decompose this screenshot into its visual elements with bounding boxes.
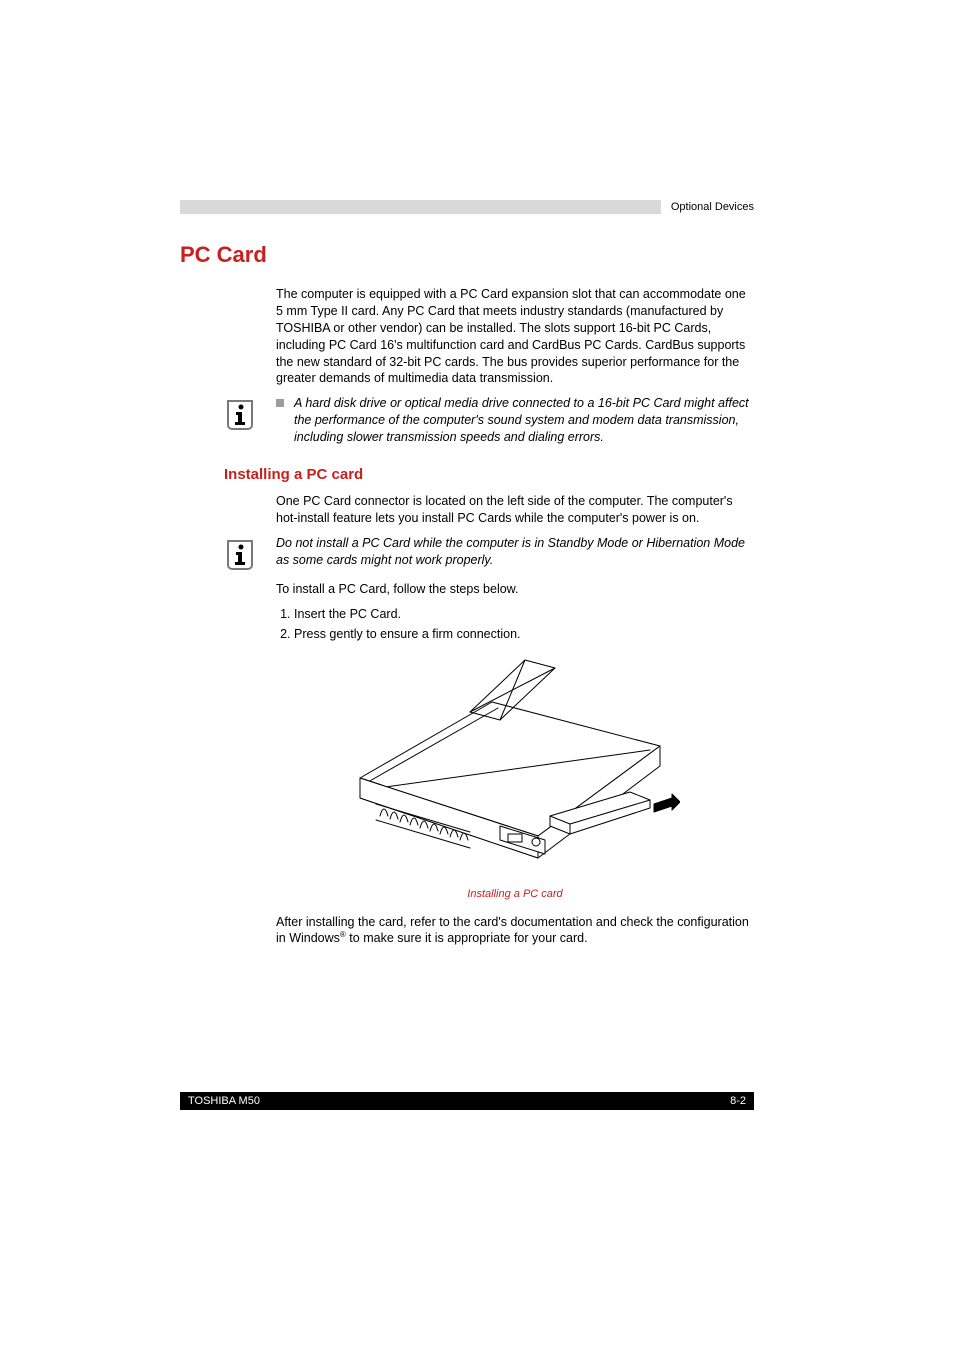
- note-1-text: A hard disk drive or optical media drive…: [294, 395, 754, 446]
- after-install-paragraph: After installing the card, refer to the …: [276, 914, 754, 948]
- heading-pc-card: PC Card: [180, 242, 754, 268]
- note-block-1: A hard disk drive or optical media drive…: [224, 395, 754, 446]
- figure-caption: Installing a PC card: [276, 888, 754, 900]
- note-block-2: Do not install a PC Card while the compu…: [224, 535, 754, 573]
- install-intro-paragraph: One PC Card connector is located on the …: [276, 493, 754, 527]
- footer-right: 8-2: [730, 1095, 746, 1107]
- page-header: Optional Devices: [180, 200, 754, 214]
- info-icon: [224, 537, 264, 573]
- header-section-label: Optional Devices: [661, 201, 754, 213]
- step-2: Press gently to ensure a firm connection…: [294, 624, 754, 644]
- step-1: Insert the PC Card.: [294, 604, 754, 624]
- heading-installing: Installing a PC card: [224, 466, 754, 483]
- install-steps-list: Insert the PC Card. Press gently to ensu…: [276, 604, 754, 644]
- note-2-text: Do not install a PC Card while the compu…: [276, 535, 754, 569]
- bullet-square-icon: [276, 399, 284, 407]
- after-suffix: to make sure it is appropriate for your …: [346, 932, 588, 946]
- figure-installing-pc-card: [276, 658, 754, 878]
- footer-left: TOSHIBA M50: [188, 1095, 260, 1107]
- steps-lead: To install a PC Card, follow the steps b…: [276, 581, 754, 598]
- info-icon: [224, 397, 264, 433]
- header-stripe: [180, 200, 661, 214]
- page-footer: TOSHIBA M50 8-2: [180, 1092, 754, 1110]
- intro-paragraph: The computer is equipped with a PC Card …: [276, 286, 754, 387]
